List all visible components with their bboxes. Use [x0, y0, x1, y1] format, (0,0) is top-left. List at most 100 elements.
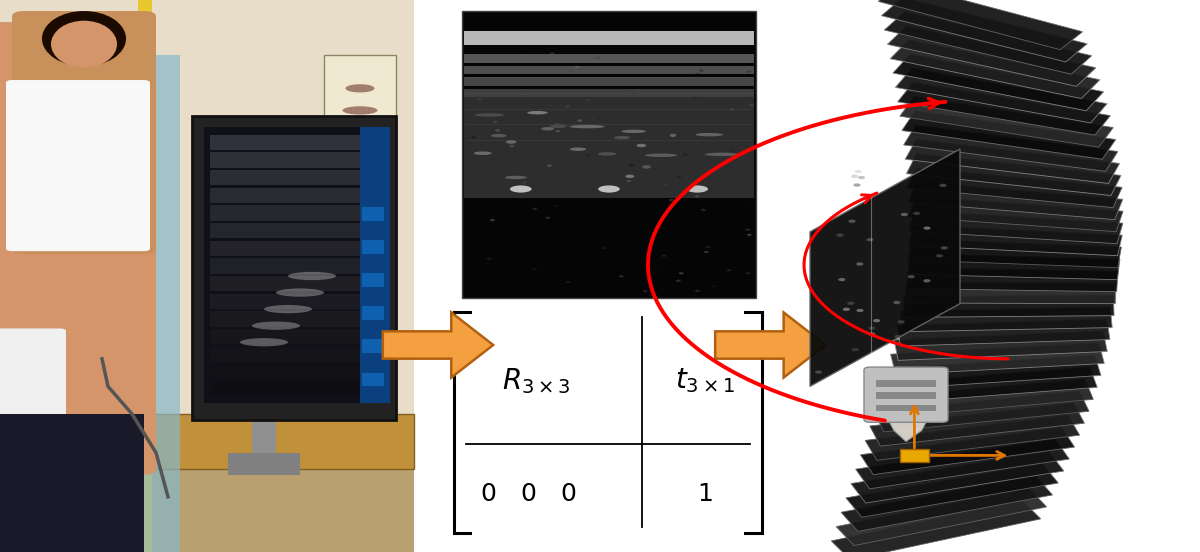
Circle shape — [533, 208, 538, 210]
Circle shape — [556, 130, 560, 132]
Polygon shape — [715, 312, 826, 378]
Bar — [462, 11, 756, 298]
Circle shape — [701, 209, 706, 211]
Polygon shape — [908, 197, 1123, 232]
Polygon shape — [851, 452, 1064, 503]
Ellipse shape — [527, 111, 547, 114]
Bar — [464, 31, 754, 45]
Ellipse shape — [348, 305, 372, 314]
Circle shape — [852, 348, 859, 351]
Circle shape — [619, 275, 624, 277]
Ellipse shape — [550, 125, 566, 128]
Ellipse shape — [622, 130, 646, 133]
Circle shape — [661, 254, 666, 257]
Ellipse shape — [346, 84, 374, 92]
Bar — [210, 364, 378, 380]
Ellipse shape — [344, 283, 376, 291]
Ellipse shape — [505, 176, 527, 179]
Polygon shape — [902, 111, 1116, 160]
Circle shape — [518, 55, 523, 57]
Polygon shape — [905, 139, 1120, 183]
Ellipse shape — [599, 185, 620, 193]
Circle shape — [550, 52, 554, 55]
Ellipse shape — [506, 140, 516, 144]
Circle shape — [936, 254, 943, 258]
Bar — [144, 414, 414, 469]
Circle shape — [853, 183, 860, 187]
Polygon shape — [878, 379, 1093, 417]
Circle shape — [857, 309, 864, 312]
Ellipse shape — [598, 152, 617, 156]
Polygon shape — [907, 268, 1118, 291]
Bar — [210, 205, 378, 221]
Circle shape — [595, 56, 600, 59]
Ellipse shape — [475, 113, 504, 116]
Circle shape — [869, 326, 876, 330]
Circle shape — [838, 278, 845, 281]
FancyBboxPatch shape — [0, 22, 156, 475]
Polygon shape — [900, 307, 1112, 332]
Circle shape — [894, 335, 901, 338]
Polygon shape — [832, 500, 1040, 552]
Circle shape — [490, 219, 494, 221]
Bar — [192, 116, 396, 420]
Circle shape — [676, 280, 680, 282]
Bar — [210, 276, 378, 291]
Circle shape — [726, 269, 731, 272]
Circle shape — [893, 301, 900, 304]
Bar — [228, 453, 300, 475]
Ellipse shape — [240, 338, 288, 347]
Ellipse shape — [349, 172, 371, 181]
Ellipse shape — [288, 272, 336, 280]
Bar — [362, 207, 384, 221]
Ellipse shape — [491, 134, 506, 137]
Bar — [464, 54, 754, 63]
Circle shape — [866, 238, 874, 241]
Ellipse shape — [704, 153, 739, 156]
Polygon shape — [906, 282, 1116, 304]
Circle shape — [577, 119, 582, 121]
Polygon shape — [884, 12, 1092, 74]
Circle shape — [493, 121, 498, 123]
Circle shape — [522, 182, 527, 184]
Circle shape — [746, 200, 751, 202]
Polygon shape — [860, 427, 1074, 475]
Ellipse shape — [342, 129, 378, 137]
Circle shape — [472, 136, 476, 139]
Bar — [876, 380, 936, 387]
Circle shape — [590, 117, 595, 119]
Bar — [464, 200, 754, 293]
Circle shape — [677, 176, 682, 178]
Ellipse shape — [644, 153, 677, 157]
Polygon shape — [904, 295, 1114, 317]
Bar — [876, 405, 936, 411]
Bar — [0, 431, 414, 552]
Circle shape — [695, 290, 700, 292]
Circle shape — [848, 220, 856, 223]
Circle shape — [547, 164, 552, 167]
Circle shape — [749, 104, 754, 106]
Polygon shape — [870, 403, 1085, 446]
Circle shape — [695, 195, 700, 198]
Bar — [210, 135, 378, 150]
Polygon shape — [887, 355, 1100, 389]
Circle shape — [706, 246, 710, 248]
Polygon shape — [894, 331, 1108, 360]
Bar — [252, 420, 276, 453]
Bar — [464, 66, 754, 74]
Ellipse shape — [636, 144, 646, 147]
Circle shape — [745, 272, 750, 274]
Ellipse shape — [570, 147, 587, 151]
Bar — [362, 339, 384, 353]
Circle shape — [630, 93, 635, 95]
Circle shape — [622, 83, 626, 85]
Bar — [464, 88, 754, 97]
Circle shape — [496, 129, 500, 131]
Circle shape — [847, 301, 854, 305]
Circle shape — [858, 176, 865, 179]
Circle shape — [584, 154, 589, 156]
Bar — [210, 241, 378, 256]
FancyBboxPatch shape — [12, 11, 156, 254]
Polygon shape — [846, 464, 1058, 517]
Ellipse shape — [625, 174, 635, 178]
